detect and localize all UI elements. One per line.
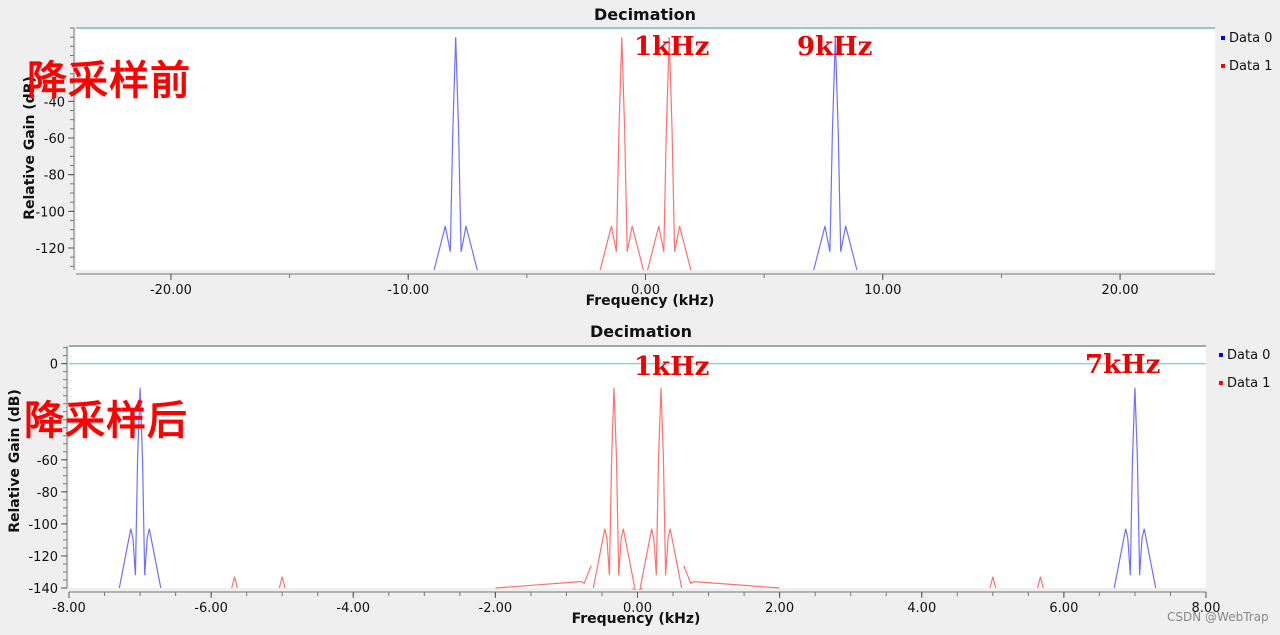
legend-swatch-blue-icon (1221, 36, 1225, 40)
spectrum-peak (639, 387, 683, 589)
y-tick-label: -120 (28, 550, 58, 565)
spectrum-peak (813, 37, 858, 271)
legend-label: Data 0 (1229, 30, 1273, 46)
y-tick-label: -80 (44, 169, 65, 184)
top-plot-legend: Data 0 Data 1 (1221, 24, 1272, 80)
y-tick-label: -120 (35, 242, 65, 257)
spectrum-spur (278, 576, 286, 589)
spectrum-peak (433, 37, 478, 271)
legend-item-data1[interactable]: Data 1 (1219, 369, 1270, 397)
x-tick-label: 0.00 (631, 283, 660, 298)
spectrum-peak (592, 387, 636, 589)
bottom-overlay-label-7khz: 7kHz (1085, 350, 1161, 380)
legend-item-data0[interactable]: Data 0 (1219, 341, 1270, 369)
x-tick-label: -6.00 (194, 601, 228, 616)
top-overlay-label-before-decimation: 降采样前 (27, 58, 191, 104)
bottom-overlay-label-after-decimation: 降采样后 (24, 398, 188, 444)
bottom-plot-x-axis-label: Frequency (kHz) (571, 611, 701, 627)
bottom-plot-canvas: 0 -60 -80 -100 -120 -140 -8.00 -6.00 -4.00 -2.00 0… (28, 345, 1221, 616)
x-tick-label: 10.00 (864, 283, 901, 298)
spectrum-spur (989, 576, 997, 589)
y-tick-label: -40 (44, 95, 65, 110)
spectrum-peak (599, 37, 644, 271)
legend-swatch-blue-icon (1219, 353, 1223, 357)
y-tick-label: -100 (28, 518, 58, 533)
legend-item-data1[interactable]: Data 1 (1221, 52, 1272, 80)
top-plot-panel: Decimation Relative Gain (dB) -40 -60 -80-… (22, 5, 1272, 309)
bottom-overlay-label-1khz: 1kHz (634, 352, 710, 382)
bottom-plot-panel: Decimation Relative Gain (dB) 0 -60 -80 -10… (0, 318, 1280, 635)
x-tick-label: 2.00 (765, 601, 794, 616)
top-overlay-label-1khz: 1kHz (634, 32, 710, 62)
legend-swatch-red-icon (1219, 381, 1223, 385)
top-plot-x-axis-label: Frequency (kHz) (585, 293, 715, 309)
legend-swatch-red-icon (1221, 64, 1225, 68)
y-tick-label: -100 (35, 205, 65, 220)
x-tick-label: -2.00 (479, 601, 513, 616)
spectrum-peak (647, 37, 692, 271)
legend-label: Data 1 (1229, 58, 1273, 74)
x-tick-label: 20.00 (1101, 283, 1138, 298)
plot-area[interactable] (76, 28, 1215, 270)
bottom-plot-title: Decimation (589, 322, 693, 341)
watermark: CSDN @WebTrap (1167, 610, 1269, 624)
x-tick-label: -20.00 (150, 283, 192, 298)
x-tick-label: 4.00 (907, 601, 936, 616)
plot-area[interactable] (69, 346, 1206, 588)
y-tick-label: 0 (50, 358, 58, 373)
x-tick-label: 0.00 (623, 601, 652, 616)
x-tick-label: 8.00 (1192, 601, 1221, 616)
y-tick-label: -60 (44, 132, 65, 147)
x-tick-label: -10.00 (387, 283, 429, 298)
legend-item-data0[interactable]: Data 0 (1221, 24, 1272, 52)
top-plot-title: Decimation (593, 5, 697, 24)
y-tick-label: -140 (28, 582, 58, 597)
legend-label: Data 0 (1227, 347, 1271, 363)
bottom-plot-legend: Data 0 Data 1 (1219, 341, 1270, 397)
spectrum-spur (231, 576, 238, 589)
y-tick-label: -60 (37, 454, 58, 469)
top-plot-canvas: -40 -60 -80 -100 -120 -20.00 -10.00 0.00 10.00 20… (35, 27, 1215, 298)
y-tick-label: -80 (37, 486, 58, 501)
spectrum-peak (1113, 387, 1157, 589)
spectrum-peak (118, 387, 162, 589)
x-tick-label: 6.00 (1049, 601, 1078, 616)
x-tick-label: -4.00 (336, 601, 370, 616)
spectrum-spur (1037, 576, 1044, 589)
x-tick-label: -8.00 (52, 601, 86, 616)
top-overlay-label-9khz: 9kHz (797, 32, 873, 62)
legend-label: Data 1 (1227, 375, 1271, 391)
